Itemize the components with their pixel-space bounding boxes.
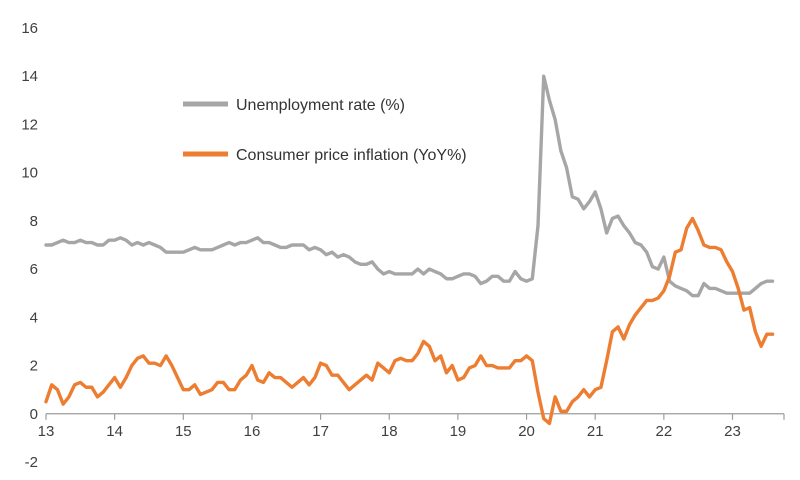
legend-label-unemployment: Unemployment rate (%) bbox=[236, 97, 405, 114]
x-tick-label: 19 bbox=[450, 423, 467, 440]
series-lines bbox=[44, 74, 775, 426]
legend-label-inflation: Consumer price inflation (YoY%) bbox=[236, 147, 467, 164]
x-tick-label: 21 bbox=[587, 423, 604, 440]
y-tick-label: 4 bbox=[30, 309, 38, 326]
x-tick-label: 16 bbox=[244, 423, 261, 440]
axis-layer bbox=[45, 413, 785, 420]
x-axis-labels: 13 14 15 16 17 18 19 20 21 22 23 bbox=[38, 423, 741, 440]
series-line-inflation bbox=[44, 216, 775, 426]
y-tick-label: 14 bbox=[21, 68, 38, 85]
x-tick-label: 23 bbox=[724, 423, 741, 440]
x-tick-label: 17 bbox=[312, 423, 329, 440]
x-tick-label: 18 bbox=[381, 423, 398, 440]
y-tick-label: -2 bbox=[25, 454, 38, 471]
y-tick-label: 2 bbox=[30, 358, 38, 375]
chart-legend: Unemployment rate (%) Consumer price inf… bbox=[183, 97, 467, 164]
x-tick-label: 20 bbox=[518, 423, 535, 440]
x-tick-label: 13 bbox=[38, 423, 55, 440]
y-tick-label: 16 bbox=[21, 20, 38, 37]
y-tick-label: 10 bbox=[21, 165, 38, 182]
y-tick-label: 12 bbox=[21, 116, 38, 133]
x-tick-label: 14 bbox=[106, 423, 123, 440]
x-tick-label: 22 bbox=[656, 423, 673, 440]
x-tick-label: 15 bbox=[175, 423, 192, 440]
y-axis-labels: -2 0 2 4 6 8 10 12 14 16 bbox=[21, 20, 38, 471]
y-tick-label: 0 bbox=[30, 406, 38, 423]
y-tick-label: 8 bbox=[30, 213, 38, 230]
y-tick-label: 6 bbox=[30, 261, 38, 278]
series-line-unemployment bbox=[44, 74, 775, 298]
